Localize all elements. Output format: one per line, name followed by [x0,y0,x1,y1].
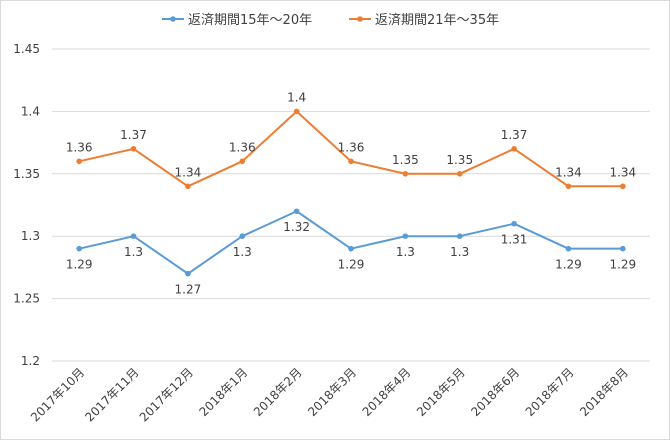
data-label: 1.31 [501,233,528,247]
data-point [239,233,246,239]
data-point [511,146,517,152]
data-point [402,233,409,239]
x-tick-label: 2018年7月 [523,365,577,419]
data-point [76,158,82,165]
gridlines [52,48,650,362]
y-tick-label: 1.2 [21,354,40,368]
legend-label: 返済期間15年～20年 [188,12,312,28]
data-label: 1.36 [338,140,365,154]
data-point [130,146,137,152]
data-point [76,245,82,252]
x-tick-label: 2017年11月 [82,365,141,424]
data-point [185,183,191,190]
data-label: 1.3 [233,245,252,259]
data-label: 1.36 [229,140,256,154]
data-label: 1.29 [66,258,93,272]
legend-point-marker [357,16,363,22]
legend-point-marker [170,16,176,22]
data-label: 1.32 [283,220,310,234]
x-tick-label: 2017年10月 [28,365,87,424]
x-tick-label: 2018年5月 [414,365,468,419]
x-tick-label: 2018年8月 [577,365,631,419]
data-point [565,245,572,252]
data-label: 1.36 [66,140,93,154]
data-point [620,183,626,190]
x-tick-label: 2017年12月 [137,365,196,424]
data-point [456,171,463,177]
data-label: 1.3 [396,245,415,259]
data-point [402,171,409,177]
x-tick-label: 2018年1月 [197,365,251,419]
data-point [565,183,572,190]
data-label: 1.3 [124,245,143,259]
data-label: 1.4 [287,90,306,104]
data-point [348,158,354,165]
data-label: 1.29 [555,258,582,272]
x-tick-label: 2018年2月 [251,365,305,419]
x-tick-label: 2018年4月 [360,365,414,419]
data-point [293,108,300,115]
data-label: 1.35 [392,153,419,167]
y-axis-tick-labels: 1.2 1.25 1.3 1.35 1.4 1.45 [13,42,40,368]
data-label: 1.29 [338,258,365,272]
y-tick-label: 1.45 [13,42,40,56]
data-label: 1.34 [175,165,202,179]
y-tick-label: 1.4 [21,104,40,118]
data-label: 1.35 [446,153,473,167]
data-label: 1.37 [120,128,147,142]
data-label: 1.37 [501,128,528,142]
y-tick-label: 1.35 [13,167,40,181]
data-point [511,220,517,227]
data-label: 1.34 [609,165,636,179]
data-point [293,208,300,215]
data-point [456,233,463,239]
y-tick-label: 1.3 [21,229,40,243]
data-label: 1.3 [450,245,469,259]
data-point [185,270,191,277]
data-label: 1.34 [555,165,582,179]
legend: 返済期間15年～20年 返済期間21年～35年 [162,12,499,28]
data-point [239,158,246,165]
x-tick-label: 2018年3月 [305,365,359,419]
legend-label: 返済期間21年～35年 [375,12,499,28]
data-point [620,245,626,252]
data-label: 1.27 [175,283,202,297]
data-label: 1.29 [609,258,636,272]
series-lines [76,108,626,277]
x-tick-label: 2018年6月 [468,365,522,419]
data-point [130,233,137,239]
data-labels: 1.29 1.3 1.27 1.3 1.32 1.29 1.3 1.3 1.31 1.29 1.29… [66,90,636,296]
data-point [348,245,354,252]
y-tick-label: 1.25 [13,292,40,306]
